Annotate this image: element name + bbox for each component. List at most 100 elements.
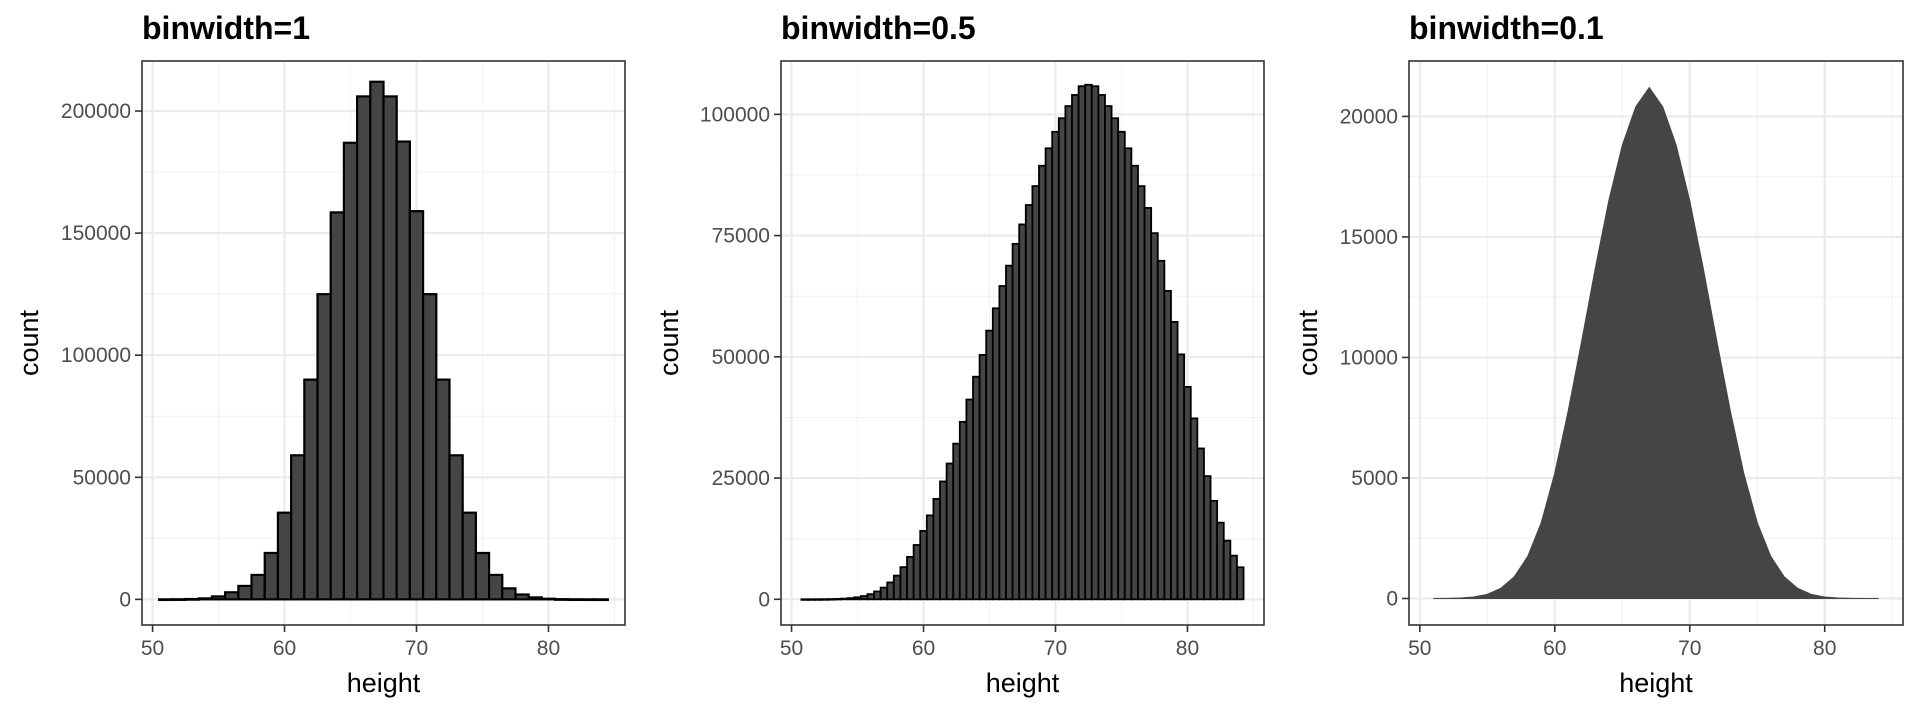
y-tick-label: 5000 [1351,467,1398,490]
x-axis-label: height [347,668,421,698]
histogram-bar [919,530,928,601]
histogram-bar [826,598,836,601]
panel-border [1408,60,1904,626]
x-axis-label: height [986,668,1060,698]
x-tick-label: 50 [780,637,803,660]
histogram-bar [1143,207,1153,601]
histogram-bar [461,511,477,601]
panel-3: 50 60 70 80 0 5000 10000 15000 20000 binwidth=0.1… [1293,10,1904,698]
histogram-bar [1064,105,1073,601]
histogram-bar [1176,353,1186,601]
histogram-bar [879,586,889,601]
x-tick-label: 80 [537,637,560,660]
y-tick-label: 50000 [712,346,770,369]
histogram-bar [846,597,856,601]
panel-border [780,60,1265,626]
histogram-bar [820,598,829,601]
histogram-bar [945,462,955,601]
histogram-bar [1084,83,1093,601]
x-tick-label: 80 [1813,637,1836,660]
x-tick-label: 50 [1408,637,1431,660]
histogram-bar [1163,289,1172,601]
histogram-bar [197,597,214,601]
histogram-bar [593,598,609,602]
y-tick-label: 25000 [712,467,770,490]
histogram-bar [1203,475,1212,601]
x-tick-label: 80 [1176,637,1199,660]
histogram-bar [932,498,941,601]
histogram-bar [1031,185,1040,601]
histogram-bar [1209,499,1219,601]
histogram-bar [991,307,1001,601]
histogram-bar [866,593,875,601]
y-tick-label: 75000 [712,225,770,248]
y-axis-label: count [14,309,44,376]
x-tick-label: 60 [1543,637,1566,660]
y-tick-label: 0 [1386,587,1398,610]
histogram-bar [1044,147,1054,601]
histogram-bar [553,598,570,601]
panel-title: binwidth=1 [142,10,310,46]
histogram-bar [972,375,981,601]
histogram-bar [474,551,491,601]
histogram-bar [210,595,227,601]
histogram-bar [237,584,253,601]
histogram-bar [382,95,398,601]
histogram-bar [448,454,464,601]
x-axis-label: height [1619,668,1693,698]
histogram-bar [527,596,543,601]
panel-title: binwidth=0.5 [781,10,976,46]
histogram-bar [939,480,948,601]
histogram-bar [1018,223,1027,601]
y-axis-label: count [654,309,684,376]
histogram-bar [813,598,823,601]
histogram-bar [1011,242,1021,601]
histogram-bar [892,574,902,601]
histogram-bar [833,598,842,601]
histogram-bar [1222,539,1232,601]
histogram-bar [886,581,895,601]
histogram-bar [1038,164,1047,601]
histogram-bar [859,595,869,601]
y-tick-label: 50000 [73,466,131,489]
histogram-bar [501,587,517,601]
histogram-bar [540,597,557,601]
histogram-bar [952,442,961,601]
y-tick-label: 100000 [700,103,770,126]
histogram-bar [906,555,915,601]
histogram-bar [1156,259,1166,601]
histogram-bar [356,95,372,601]
x-tick-label: 60 [912,637,935,660]
histogram-bar [873,590,882,601]
histogram-bar [303,378,319,601]
y-tick-label: 10000 [1340,346,1398,369]
histogram-bar [1005,264,1014,601]
histogram-bar [1024,204,1034,601]
panel-title: binwidth=0.1 [1409,10,1604,46]
y-tick-label: 0 [758,588,770,611]
histogram-bar [1229,554,1238,601]
x-tick-label: 70 [1044,637,1067,660]
x-tick-label: 70 [405,637,428,660]
histogram-bar [250,573,266,601]
histogram-bar [1071,94,1080,601]
y-tick-label: 20000 [1340,105,1398,128]
histogram-bar [290,454,306,601]
x-tick-label: 70 [1678,637,1701,660]
y-tick-label: 0 [119,588,131,611]
histogram-bar [342,141,359,601]
histogram-bar [965,398,974,601]
histogram-bar [1130,164,1139,601]
histogram-bar [514,593,530,601]
histogram-bar [899,566,908,601]
histogram-bar [1183,385,1192,601]
histogram-bar [1051,130,1060,601]
histogram-bar [487,573,504,601]
histogram-bar [1057,117,1067,601]
x-tick-label: 60 [273,637,296,660]
histogram-bar [580,598,596,602]
y-tick-label: 100000 [61,344,131,367]
histogram-bar [1104,105,1113,601]
panel-border [141,60,626,626]
histogram-bar [158,598,174,602]
